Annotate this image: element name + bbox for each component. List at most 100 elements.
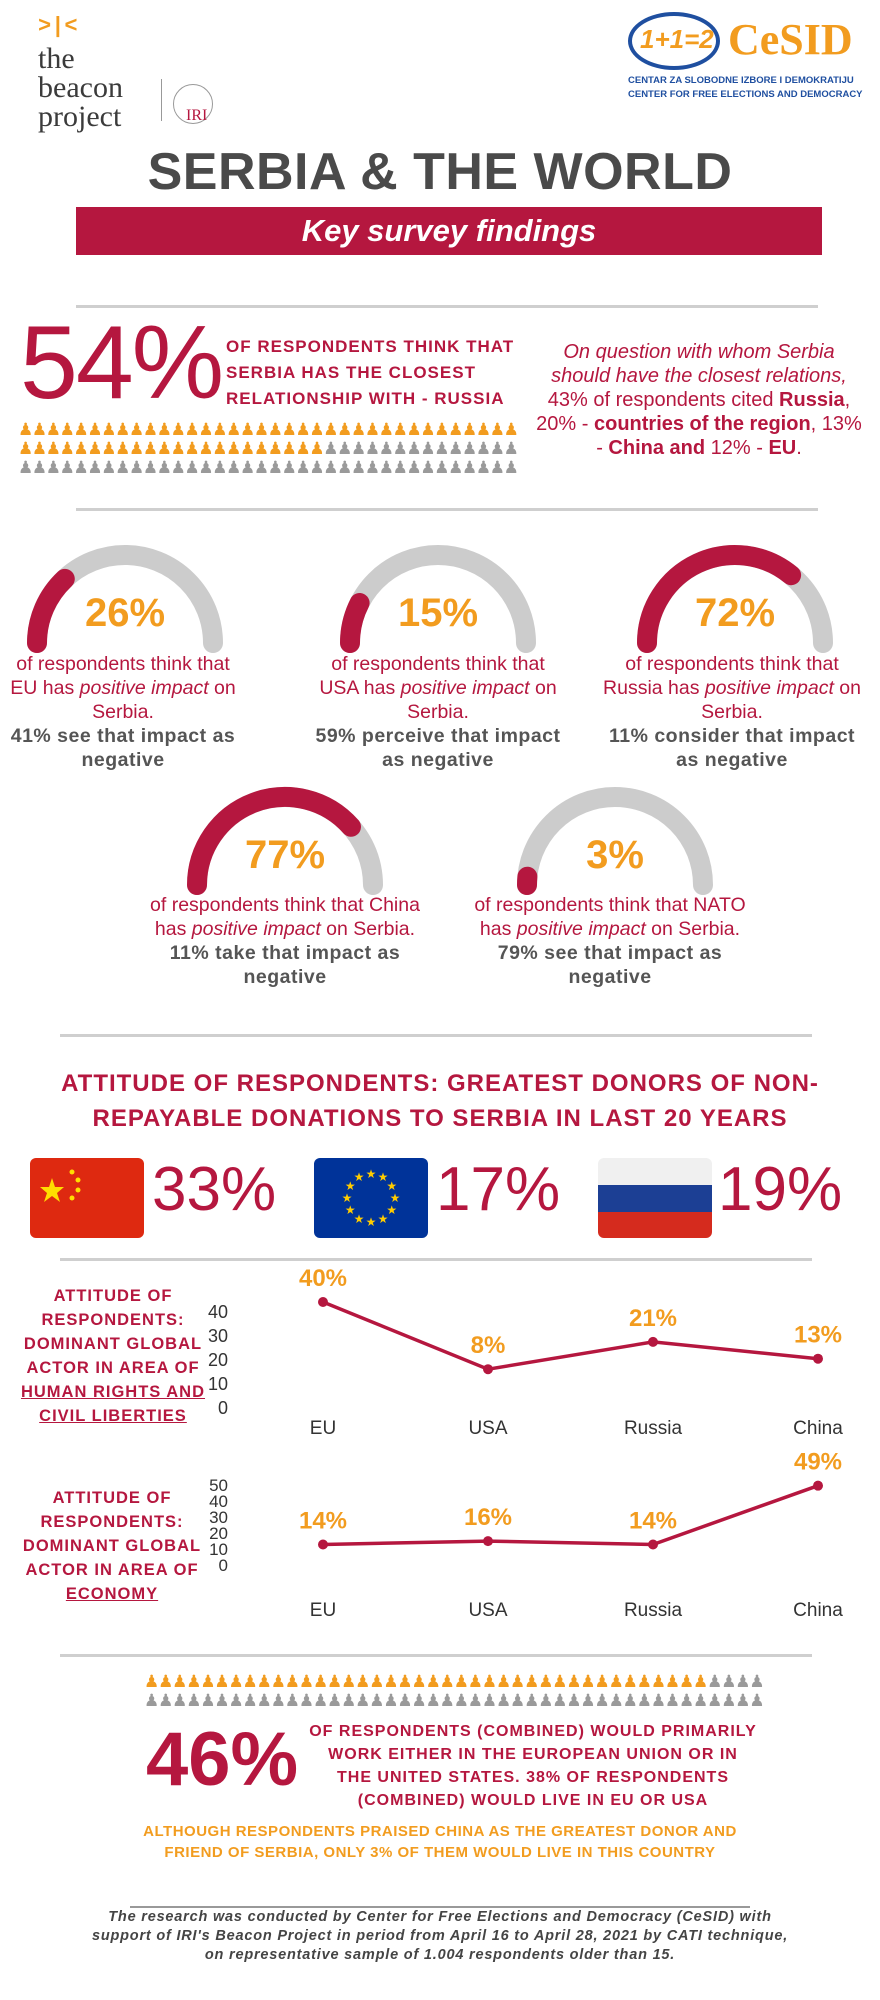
person-icon: ♟	[172, 1691, 187, 1710]
person-icon: ♟	[566, 1691, 581, 1710]
person-icon: ♟	[115, 439, 130, 458]
gauge-negative: 11% take that impact as negative	[169, 942, 401, 988]
star-icon: ★	[366, 1167, 377, 1181]
person-icon: ♟	[186, 1691, 201, 1710]
person-icon: ♟	[45, 420, 61, 439]
person-icon: ♟	[281, 439, 297, 458]
gauge-desc: on Serbia.	[701, 677, 861, 723]
gauge-eu: 26%	[20, 543, 230, 653]
person-icon: ♟	[594, 1691, 610, 1710]
person-icon: ♟	[184, 420, 200, 439]
person-icon: ♟	[594, 1672, 610, 1691]
closest-part: , 13% -	[596, 413, 862, 459]
person-icon: ♟	[240, 420, 255, 439]
person-icon: ♟	[253, 458, 269, 477]
person-icon: ♟	[608, 1691, 624, 1710]
person-icon: ♟	[383, 1691, 398, 1710]
person-icon: ♟	[378, 439, 394, 458]
gauge-usa-text: of respondents think that USA has positi…	[313, 652, 563, 772]
person-icon: ♟	[101, 420, 116, 439]
person-icon: ♟	[392, 420, 408, 439]
closest-eu: EU	[768, 437, 797, 459]
gauge-desc: of respondents think that EU has	[10, 653, 230, 699]
person-icon: ♟	[364, 420, 380, 439]
person-icon: ♟	[295, 439, 311, 458]
divider	[60, 1258, 812, 1261]
person-icon: ♟	[383, 1672, 398, 1691]
person-icon: ♟	[284, 1672, 300, 1691]
person-icon: ♟	[87, 420, 102, 439]
person-icon: ♟	[226, 420, 241, 439]
data-label: 40%	[299, 1268, 347, 1292]
person-icon: ♟	[73, 420, 89, 439]
star-icon: ★	[390, 1191, 401, 1205]
data-point	[813, 1480, 823, 1491]
person-icon: ♟	[323, 420, 338, 439]
person-icon: ♟	[448, 458, 463, 477]
person-icon: ♟	[228, 1691, 243, 1710]
person-icon: ♟	[87, 458, 102, 477]
russia-flag-icon	[598, 1158, 712, 1238]
subtitle-band	[76, 207, 822, 255]
person-icon: ♟	[156, 420, 172, 439]
star-icon: ★	[378, 1170, 389, 1184]
person-icon: ♟	[425, 1672, 441, 1691]
closest-region: countries of the region	[593, 413, 811, 435]
person-icon: ♟	[242, 1672, 258, 1691]
person-icon: ♟	[411, 1672, 426, 1691]
person-icon: ♟	[411, 1691, 426, 1710]
line-chart-economy: 14% EU 16% USA 14% Russia 49% China	[299, 1450, 843, 1621]
people-pictogram: ♟♟♟♟♟♟♟♟♟♟♟♟♟♟♟♟♟♟♟♟♟♟♟♟♟♟♟♟♟♟♟♟♟♟♟♟♟♟♟♟…	[18, 420, 519, 477]
star-icon: ★	[386, 1203, 397, 1217]
person-icon: ♟	[73, 439, 89, 458]
star-icon: ★	[366, 1215, 377, 1229]
y-tick-label: 10	[207, 1374, 228, 1394]
person-icon: ♟	[341, 1691, 356, 1710]
gauge-negative: 59% perceive that impact as negative	[315, 725, 561, 771]
person-icon: ♟	[462, 458, 477, 477]
person-icon: ♟	[439, 1691, 455, 1710]
x-tick-label: China	[793, 1418, 843, 1439]
star-icon: ★	[354, 1212, 365, 1226]
person-icon: ♟	[129, 439, 144, 458]
person-icon: ♟	[170, 439, 186, 458]
person-icon: ♟	[693, 1691, 708, 1710]
person-icon: ♟	[309, 420, 324, 439]
person-icon: ♟	[678, 1691, 694, 1710]
x-tick-label: USA	[468, 1600, 507, 1621]
person-icon: ♟	[524, 1672, 539, 1691]
star-icon: ★	[345, 1179, 356, 1193]
gauge-russia-text: of respondents think that Russia has pos…	[598, 652, 866, 772]
person-icon: ♟	[253, 439, 269, 458]
person-icon: ♟	[226, 458, 241, 477]
person-icon: ♟	[156, 439, 172, 458]
person-icon: ♟	[636, 1691, 652, 1710]
person-icon: ♟	[31, 458, 47, 477]
people-pictogram: ♟♟♟♟♟♟♟♟♟♟♟♟♟♟♟♟♟♟♟♟♟♟♟♟♟♟♟♟♟♟♟♟♟♟♟♟♟♟♟♟…	[144, 1672, 765, 1710]
person-icon: ♟	[622, 1691, 638, 1710]
person-icon: ♟	[18, 439, 33, 458]
person-icon: ♟	[101, 458, 116, 477]
person-icon: ♟	[327, 1672, 342, 1691]
beacon-project-logo: >|< the beacon project IRI	[38, 14, 213, 132]
gauge-desc: on Serbia.	[320, 918, 416, 940]
person-icon: ♟	[538, 1691, 553, 1710]
person-icon: ♟	[270, 1691, 286, 1710]
person-icon: ♟	[327, 1691, 342, 1710]
person-icon: ♟	[453, 1672, 469, 1691]
closest-russia: Russia	[779, 389, 845, 411]
data-point	[813, 1353, 823, 1364]
person-icon: ♟	[184, 458, 200, 477]
person-icon: ♟	[186, 1672, 201, 1691]
chart-title-part: ATTITUDE OF RESPONDENTS: DOMINANT GLOBAL…	[22, 1489, 202, 1579]
person-icon: ♟	[489, 420, 505, 439]
person-icon: ♟	[351, 439, 366, 458]
person-icon: ♟	[580, 1691, 595, 1710]
person-icon: ♟	[59, 439, 75, 458]
person-icon: ♟	[200, 1672, 215, 1691]
person-icon: ♟	[323, 458, 338, 477]
person-icon: ♟	[170, 420, 186, 439]
divider	[76, 508, 818, 511]
person-icon: ♟	[406, 439, 422, 458]
gauge-fill	[637, 545, 802, 653]
